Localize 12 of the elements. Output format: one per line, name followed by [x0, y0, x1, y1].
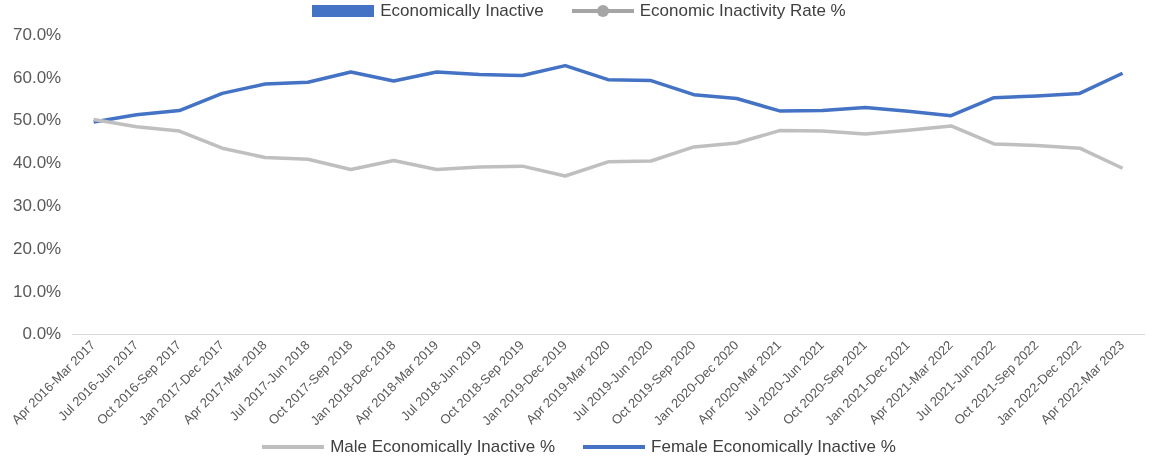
legend-label: Economically Inactive — [380, 1, 544, 21]
y-tick-label: 10.0% — [13, 281, 62, 301]
y-tick-label: 20.0% — [13, 238, 62, 258]
y-tick-label: 70.0% — [13, 24, 62, 44]
legend-label: Male Economically Inactive % — [330, 437, 556, 457]
y-tick-label: 50.0% — [13, 110, 62, 130]
y-tick-label: 40.0% — [13, 153, 62, 173]
y-tick-label: 0.0% — [22, 324, 62, 344]
y-tick-label: 60.0% — [13, 67, 62, 87]
y-tick-label: 30.0% — [13, 196, 62, 216]
legend-label: Female Economically Inactive % — [651, 437, 896, 457]
legend-label: Economic Inactivity Rate % — [639, 1, 846, 21]
